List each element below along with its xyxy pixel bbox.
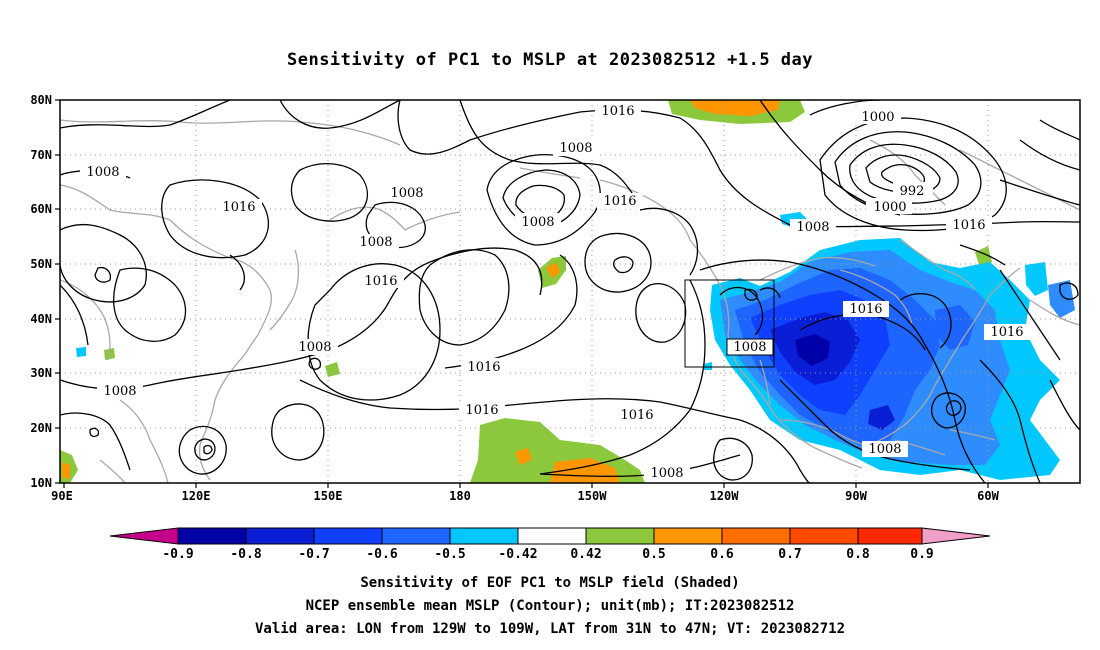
contour-label: 1016	[465, 403, 498, 418]
cbar-p042	[585, 527, 655, 545]
contour-labels: 1016 1000 1008 992 1000 1008 1008 1016 1…	[80, 102, 1030, 481]
valid-area-box	[684, 279, 775, 368]
contour-label: 1016	[364, 274, 397, 289]
shade-aleut-orange	[546, 262, 560, 278]
shade-pacific-orange2	[515, 448, 532, 465]
lon-labels: 90E 120E 150E 180 150W 120W 90W 60W	[51, 489, 999, 503]
cbar-m09	[177, 527, 247, 545]
lat-label: 20N	[30, 421, 52, 435]
cbar-label: 0.5	[642, 547, 665, 562]
contour-label: 1008	[86, 165, 119, 180]
shade-pac-cyan3	[704, 362, 712, 370]
contour-label: 1016	[603, 194, 636, 209]
lon-label: 120W	[710, 489, 740, 503]
contour-label: 1016	[620, 408, 653, 423]
shade-sw-orange	[62, 462, 70, 478]
contour-label: 1008	[559, 141, 592, 156]
lon-label: 60W	[977, 489, 999, 503]
contour-label: 1016	[849, 302, 882, 317]
shade-pac-cyan2	[76, 347, 86, 357]
contour-label: 1008	[103, 384, 136, 399]
contour-label: 1008	[359, 235, 392, 250]
cbar-label: -0.7	[298, 547, 329, 562]
cbar-label: 0.7	[778, 547, 801, 562]
cbar-m06	[381, 527, 451, 545]
caption-line-1: Sensitivity of EOF PC1 to MSLP field (Sh…	[360, 575, 740, 591]
contour-label: 1008	[521, 215, 554, 230]
cbar-label: -0.5	[434, 547, 465, 562]
lon-label: 150W	[578, 489, 608, 503]
cbar-high-tri	[921, 527, 991, 545]
plot-frame	[59, 99, 1081, 484]
contour-label: 1008	[868, 442, 901, 457]
lon-label: 180	[449, 489, 471, 503]
lat-label: 40N	[30, 312, 52, 326]
contour-label: 1000	[861, 110, 894, 125]
cbar-label: -0.42	[498, 547, 537, 562]
lat-label: 10N	[30, 476, 52, 490]
lat-label: 70N	[30, 148, 52, 162]
cbar-label: 0.9	[910, 547, 933, 562]
shade-small-green1	[325, 362, 340, 377]
shade-arctic-orange	[690, 100, 780, 116]
cbar-p05	[653, 527, 723, 545]
contour-label: 1008	[650, 466, 683, 481]
contour-label: 1016	[990, 325, 1023, 340]
cbar-low-tri	[109, 527, 179, 545]
lat-label: 80N	[30, 93, 52, 107]
lat-label: 30N	[30, 366, 52, 380]
cbar-m07	[313, 527, 383, 545]
lat-labels: 80N 70N 60N 50N 40N 30N 20N 10N	[30, 93, 52, 490]
lon-label: 90E	[51, 489, 73, 503]
cbar-p06	[721, 527, 791, 545]
cbar-m08	[245, 527, 315, 545]
cbar-p08	[857, 527, 923, 545]
cbar-mid	[517, 527, 587, 545]
colorbar: -0.9 -0.8 -0.7 -0.6 -0.5 -0.42 0.42 0.5 …	[109, 527, 991, 562]
caption-line-3: Valid area: LON from 129W to 109W, LAT f…	[254, 621, 845, 637]
coastlines	[60, 119, 1080, 483]
shade-atl-cyan3	[1048, 280, 1075, 318]
contour-label: 1000	[873, 200, 906, 215]
shade-atl-cyan2	[1025, 262, 1048, 296]
shade-na-m09a	[795, 334, 830, 366]
lon-label: 90W	[845, 489, 867, 503]
cbar-m042	[449, 527, 519, 545]
caption-line-2: NCEP ensemble mean MSLP (Contour); unit(…	[305, 598, 795, 614]
cbar-label: 0.6	[710, 547, 734, 562]
contour-label: 1008	[733, 340, 766, 355]
cbar-label: -0.6	[366, 547, 397, 562]
contour-label: 1016	[222, 200, 255, 215]
shade-atl-m06	[935, 305, 975, 350]
cbar-label: 0.8	[846, 547, 870, 562]
lon-label: 120E	[182, 489, 211, 503]
cbar-p07	[789, 527, 859, 545]
cbar-label: 0.42	[570, 547, 601, 562]
cbar-label: -0.9	[162, 547, 193, 562]
shade-na-m09b	[868, 405, 895, 430]
contour-label: 1016	[601, 104, 634, 119]
cbar-label: -0.8	[230, 547, 261, 562]
contour-label: 1016	[952, 218, 985, 233]
contour-label: 1008	[298, 340, 331, 355]
lon-label: 150E	[314, 489, 343, 503]
plot-area	[60, 100, 1080, 483]
contour-label: 992	[900, 184, 925, 199]
map-title: Sensitivity of PC1 to MSLP at 2023082512…	[286, 50, 813, 70]
lat-label: 50N	[30, 257, 52, 271]
contour-label: 1008	[796, 220, 829, 235]
contour-label: 1016	[467, 360, 500, 375]
contour-label: 1008	[390, 186, 423, 201]
axis-ticks	[55, 99, 989, 488]
lat-label: 60N	[30, 202, 52, 216]
